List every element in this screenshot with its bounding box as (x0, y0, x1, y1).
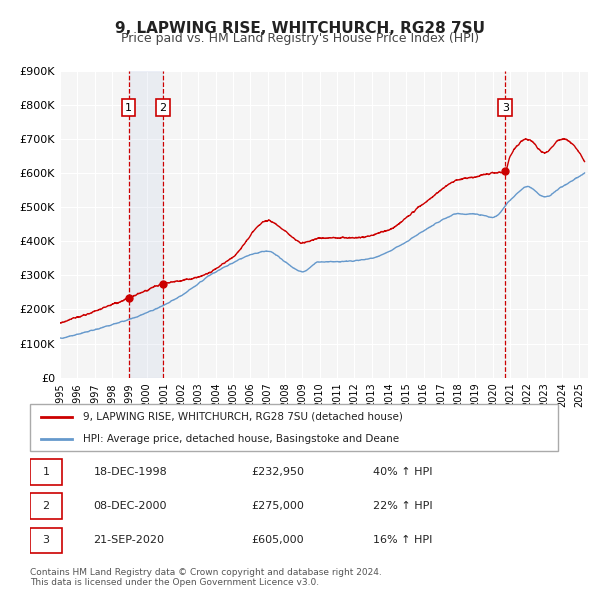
Text: 22% ↑ HPI: 22% ↑ HPI (373, 501, 433, 511)
Text: HPI: Average price, detached house, Basingstoke and Deane: HPI: Average price, detached house, Basi… (83, 434, 399, 444)
Text: 40% ↑ HPI: 40% ↑ HPI (373, 467, 433, 477)
Text: Contains HM Land Registry data © Crown copyright and database right 2024.: Contains HM Land Registry data © Crown c… (30, 568, 382, 576)
Text: 9, LAPWING RISE, WHITCHURCH, RG28 7SU: 9, LAPWING RISE, WHITCHURCH, RG28 7SU (115, 21, 485, 35)
Text: £232,950: £232,950 (252, 467, 305, 477)
Text: 3: 3 (43, 535, 49, 545)
Text: Price paid vs. HM Land Registry's House Price Index (HPI): Price paid vs. HM Land Registry's House … (121, 32, 479, 45)
Text: 1: 1 (125, 103, 132, 113)
Text: 9, LAPWING RISE, WHITCHURCH, RG28 7SU (detached house): 9, LAPWING RISE, WHITCHURCH, RG28 7SU (d… (83, 412, 403, 422)
FancyBboxPatch shape (30, 527, 62, 553)
FancyBboxPatch shape (30, 459, 62, 484)
FancyBboxPatch shape (30, 493, 62, 519)
Bar (128, 71, 163, 378)
Text: £275,000: £275,000 (252, 501, 305, 511)
Text: 2: 2 (42, 501, 49, 511)
Text: 21-SEP-2020: 21-SEP-2020 (94, 535, 164, 545)
FancyBboxPatch shape (30, 404, 558, 451)
Text: 16% ↑ HPI: 16% ↑ HPI (373, 535, 433, 545)
Text: 3: 3 (502, 103, 509, 113)
Text: £605,000: £605,000 (252, 535, 304, 545)
Text: 2: 2 (159, 103, 166, 113)
Text: 08-DEC-2000: 08-DEC-2000 (94, 501, 167, 511)
Text: 1: 1 (43, 467, 49, 477)
Text: This data is licensed under the Open Government Licence v3.0.: This data is licensed under the Open Gov… (30, 578, 319, 587)
Text: 18-DEC-1998: 18-DEC-1998 (94, 467, 167, 477)
